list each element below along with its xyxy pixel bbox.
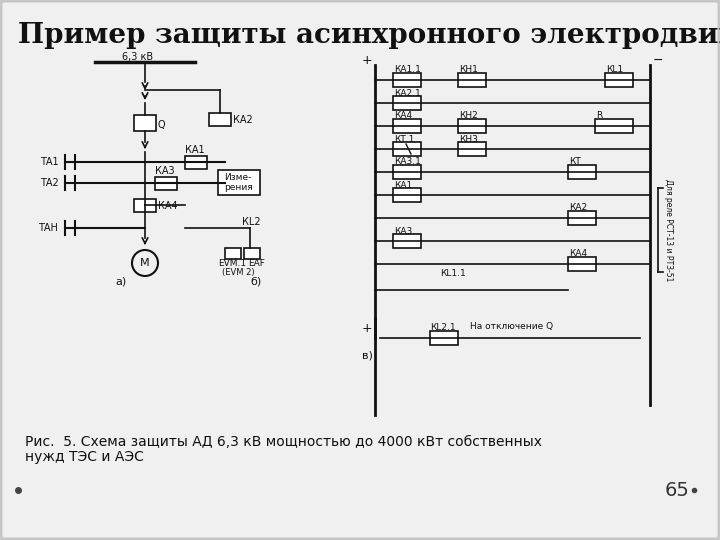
Bar bbox=[185, 156, 207, 169]
Text: ТА2: ТА2 bbox=[40, 178, 59, 188]
Bar bbox=[393, 73, 421, 87]
Text: ТА1: ТА1 bbox=[40, 157, 58, 167]
Bar bbox=[218, 170, 260, 195]
Text: М: М bbox=[140, 258, 150, 268]
Bar bbox=[595, 119, 633, 133]
Text: На отключение Q: На отключение Q bbox=[470, 322, 553, 332]
Text: КН3: КН3 bbox=[459, 134, 478, 144]
Bar bbox=[225, 248, 241, 259]
Text: КL2.1: КL2.1 bbox=[430, 322, 456, 332]
Text: б): б) bbox=[250, 277, 261, 287]
Text: КА1: КА1 bbox=[185, 145, 204, 155]
Text: КА2.1: КА2.1 bbox=[394, 89, 420, 98]
Text: Пример защиты асинхронного электродвигателя: Пример защиты асинхронного электродвигат… bbox=[18, 22, 720, 49]
Text: КL1: КL1 bbox=[606, 65, 623, 75]
Text: Для реле РСТ-13 и РТЗ-51: Для реле РСТ-13 и РТЗ-51 bbox=[664, 179, 672, 281]
Bar bbox=[393, 142, 421, 156]
Text: КА4: КА4 bbox=[569, 249, 587, 259]
Text: R: R bbox=[596, 111, 602, 120]
Text: КА2: КА2 bbox=[569, 204, 587, 213]
Text: ТАН: ТАН bbox=[38, 223, 58, 233]
Text: КА1: КА1 bbox=[394, 180, 413, 190]
Text: нужд ТЭС и АЭС: нужд ТЭС и АЭС bbox=[25, 450, 144, 464]
Bar bbox=[393, 165, 421, 179]
Text: КА2: КА2 bbox=[233, 115, 253, 125]
Bar bbox=[134, 199, 156, 212]
Text: КТ.1: КТ.1 bbox=[394, 134, 415, 144]
Text: +: + bbox=[361, 53, 372, 66]
Bar bbox=[393, 188, 421, 202]
Bar bbox=[430, 331, 458, 345]
Bar bbox=[209, 113, 231, 126]
Text: Рис.  5. Схема защиты АД 6,3 кВ мощностью до 4000 кВт собственных: Рис. 5. Схема защиты АД 6,3 кВ мощностью… bbox=[25, 435, 542, 449]
Bar bbox=[458, 142, 486, 156]
Text: КТ: КТ bbox=[569, 158, 581, 166]
Bar bbox=[155, 177, 177, 190]
Text: КА4: КА4 bbox=[394, 111, 412, 120]
Text: Q: Q bbox=[158, 120, 166, 130]
Text: а): а) bbox=[115, 277, 126, 287]
Text: КН2: КН2 bbox=[459, 111, 478, 120]
Text: КL2: КL2 bbox=[242, 217, 261, 227]
Bar bbox=[605, 73, 633, 87]
Text: +: + bbox=[361, 321, 372, 334]
Bar bbox=[393, 96, 421, 110]
Text: КА3: КА3 bbox=[394, 226, 413, 235]
Text: КА3: КА3 bbox=[155, 166, 175, 176]
Bar bbox=[568, 165, 596, 179]
Bar bbox=[568, 257, 596, 271]
Text: КА1.1: КА1.1 bbox=[394, 65, 421, 75]
Text: 6,3 кВ: 6,3 кВ bbox=[122, 52, 153, 62]
Text: КL1.1: КL1.1 bbox=[440, 269, 466, 279]
Text: КА4: КА4 bbox=[158, 201, 178, 211]
Bar bbox=[244, 248, 260, 259]
Text: в): в) bbox=[362, 350, 373, 360]
Bar bbox=[134, 115, 156, 131]
Bar bbox=[568, 211, 596, 225]
Text: рения: рения bbox=[224, 184, 253, 192]
Text: −: − bbox=[653, 53, 663, 66]
Text: 65: 65 bbox=[665, 481, 690, 500]
Text: EАF: EАF bbox=[248, 259, 265, 267]
Text: КН1: КН1 bbox=[459, 65, 478, 75]
Text: Изме-: Изме- bbox=[224, 173, 251, 183]
Bar bbox=[393, 234, 421, 248]
Text: КА3.1: КА3.1 bbox=[394, 158, 421, 166]
Text: EVM.1: EVM.1 bbox=[218, 259, 246, 267]
Text: (EVM 2): (EVM 2) bbox=[222, 268, 255, 278]
Bar bbox=[458, 119, 486, 133]
Bar bbox=[458, 73, 486, 87]
Bar bbox=[393, 119, 421, 133]
